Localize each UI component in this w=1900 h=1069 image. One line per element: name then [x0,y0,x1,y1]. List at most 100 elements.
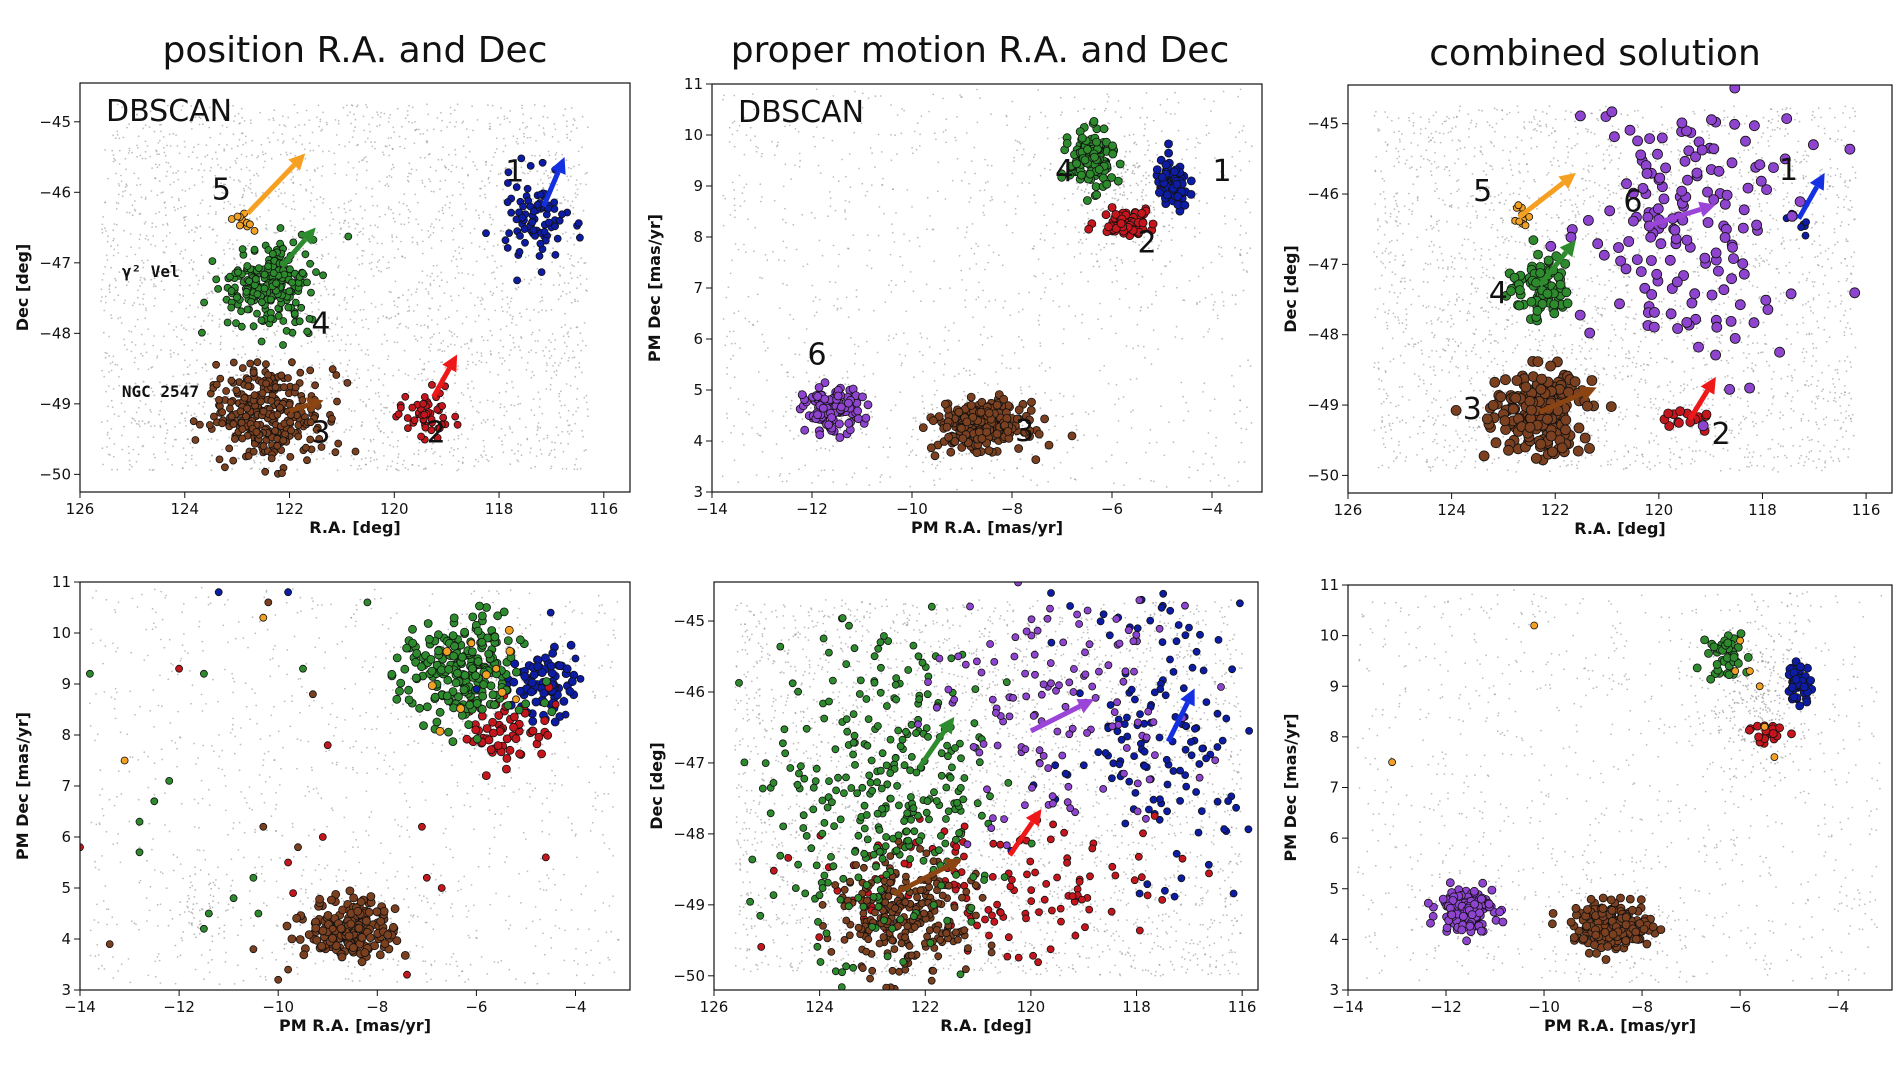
bg-point [153,305,156,307]
bg-point [958,452,960,455]
bg-point [1047,480,1049,483]
y-tick-label: −47 [39,254,71,272]
bg-point [526,438,529,441]
bg-point [576,188,579,191]
bg-point [383,112,386,115]
bg-point [150,387,153,389]
bg-point [389,444,391,447]
bg-point [814,145,816,148]
bg-point [854,90,856,93]
bg-point [542,349,544,352]
bg-point [439,305,441,307]
bg-point [922,470,925,473]
bg-point [933,429,936,432]
bg-point [426,274,429,277]
bg-point [115,279,117,282]
bg-point [729,358,732,360]
bg-point [190,121,193,124]
bg-point [1013,160,1015,163]
cluster-3-point [287,358,296,367]
bg-point [369,439,372,441]
bg-point [489,128,492,131]
bg-point [153,277,156,280]
bg-point [194,231,196,233]
bg-point [104,201,107,204]
bg-point [130,387,133,389]
bg-point [279,358,282,361]
bg-point [313,283,315,285]
bg-point [1072,193,1074,195]
bg-point [290,171,293,174]
cluster-3-point [984,446,994,456]
bg-point [494,309,497,312]
bg-point [240,168,243,171]
bg-point [112,355,115,358]
bg-point [829,197,832,199]
cluster-5 [227,209,259,235]
bg-point [199,343,202,346]
bg-point [126,126,128,129]
bg-point [751,323,754,326]
bg-point [140,333,143,336]
bg-point [183,359,186,362]
bg-point [121,106,124,109]
bg-point [144,221,147,223]
bg-point [968,369,971,372]
bg-point [281,133,284,136]
bg-point [283,192,286,195]
cluster-1-point [574,219,583,228]
bg-point [454,277,457,279]
bg-point [1005,367,1008,369]
bg-point [1044,115,1047,118]
bg-point [1001,354,1004,357]
bg-point [138,303,141,306]
bg-point [309,199,312,202]
bg-point [1115,269,1118,272]
bg-point [446,389,448,392]
bg-point [933,484,936,486]
bg-point [265,223,268,226]
bg-point [574,463,576,466]
cluster-4-point [288,278,297,287]
bg-point [733,197,736,200]
bg-point [1241,129,1244,132]
cluster-1-point [551,222,559,231]
bg-point [388,117,390,119]
bg-point [470,242,473,245]
cluster-4-point [212,275,221,284]
bg-point [1195,137,1198,140]
bg-point [1145,194,1147,197]
bg-point [464,343,466,346]
bg-point [860,428,862,430]
bg-point [1114,111,1117,113]
bg-point [990,113,992,116]
bg-point [570,430,573,432]
bg-point [178,199,181,202]
bg-point [342,222,345,225]
bg-point [1035,393,1037,395]
cluster-2-point [1148,219,1158,229]
bg-point [911,206,913,208]
bg-point [996,458,999,461]
bg-point [920,300,922,303]
y-tick-label: −45 [39,113,71,131]
bg-point [1148,144,1150,147]
bg-point [861,182,864,185]
bg-point [197,169,200,172]
bg-point [401,255,403,258]
bg-point [214,213,217,216]
bg-point [453,438,456,441]
bg-point [393,131,396,134]
bg-point [359,205,362,208]
bg-point [853,362,856,365]
bg-point [152,453,155,456]
bg-point [432,226,435,229]
bg-point [134,420,137,422]
bg-point [419,358,421,360]
cluster-4-point [279,317,288,325]
cluster-3-point [212,360,221,369]
bg-point [268,118,271,121]
bg-point [188,386,191,388]
bg-point [457,272,460,274]
bg-point [407,221,410,224]
